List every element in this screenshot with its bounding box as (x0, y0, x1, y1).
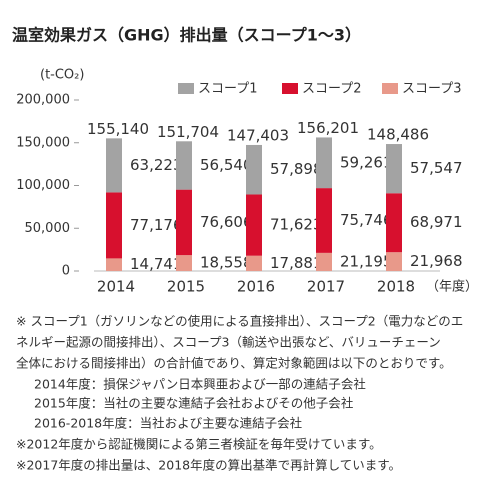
note-line: 2014年度：損保ジャパン日本興亜および一部の連結子会社 (34, 377, 366, 392)
bar-segment (176, 141, 192, 190)
x-axis-label: （年度） (426, 279, 478, 295)
value-label: 14,741 (130, 255, 183, 273)
value-label: 77,176 (130, 216, 183, 234)
value-label: 18,558 (200, 254, 253, 272)
chart-title: 温室効果ガス（GHG）排出量（スコープ1～3） (11, 26, 361, 45)
value-label: 57,898 (270, 160, 323, 178)
bar-segment (246, 144, 262, 195)
note-line: ネルギー起源の間接排出）、スコープ3（輸送や出張など、バリューチェーン (16, 335, 441, 350)
note-line: ※2012年度から認証機関による第三者検証を毎年受けています。 (16, 437, 382, 452)
y-axis-label: (t-CO₂) (40, 68, 84, 83)
note-line: 2016-2018年度：当社および主要な連結子会社 (34, 416, 302, 431)
bar-segment (246, 194, 262, 256)
value-label: 68,971 (410, 213, 463, 231)
y-tick-label: 0 (62, 264, 70, 279)
value-label: 63,223 (130, 156, 183, 174)
legend-swatch (382, 83, 398, 94)
y-tick-label: 100,000 (16, 178, 70, 193)
x-tick-label: 2016 (237, 278, 275, 296)
bar-segment (316, 137, 332, 189)
note-line: ※2017年度の排出量は、2018年度の算出基準で再計算しています。 (16, 458, 401, 473)
note-line: 2015年度：当社の主要な連結子会社およびその他子会社 (34, 396, 353, 411)
x-tick-label: 2018 (377, 278, 415, 296)
legend-swatch (178, 83, 194, 94)
y-tick-label: 150,000 (16, 135, 70, 150)
bar-segment (106, 258, 122, 271)
bar-segment (386, 193, 402, 253)
value-label: 76,606 (200, 213, 253, 231)
bar-segment (106, 192, 122, 259)
value-label: 57,547 (410, 159, 463, 177)
bar-segment (386, 252, 402, 271)
bar-segment (176, 189, 192, 256)
legend-swatch (282, 83, 298, 94)
value-label: 21,968 (410, 252, 463, 270)
x-tick-label: 2014 (97, 278, 135, 296)
value-label: 17,881 (270, 254, 323, 272)
value-label: 71,623 (270, 216, 323, 234)
total-label: 155,140 (87, 120, 149, 138)
total-label: 148,486 (367, 126, 429, 144)
bar-segment (106, 138, 122, 193)
value-label: 21,195 (340, 252, 393, 270)
bar-segment (176, 255, 192, 271)
total-label: 156,201 (297, 119, 359, 137)
bar-segment (316, 188, 332, 253)
value-label: 56,540 (200, 156, 253, 174)
legend-label: スコープ3 (402, 82, 462, 97)
y-tick-label: 50,000 (25, 221, 71, 236)
bar-segment (246, 255, 262, 271)
value-label: 75,746 (340, 211, 393, 229)
y-tick-label: 200,000 (16, 93, 70, 108)
legend-label: スコープ1 (198, 82, 258, 97)
x-tick-label: 2017 (307, 278, 345, 296)
note-line: ※ スコープ1（ガソリンなどの使用による直接排出）、スコープ2（電力などのエ (16, 314, 463, 329)
total-label: 147,403 (227, 126, 289, 144)
note-line: 全体における間接排出）の合計値であり、算定対象範囲は以下のとおりです。 (16, 356, 452, 371)
value-label: 59,261 (340, 153, 393, 171)
bar-segment (316, 252, 332, 271)
legend-label: スコープ2 (302, 82, 362, 97)
bar-segment (386, 144, 402, 194)
total-label: 151,704 (157, 123, 219, 141)
x-tick-label: 2015 (167, 278, 205, 296)
